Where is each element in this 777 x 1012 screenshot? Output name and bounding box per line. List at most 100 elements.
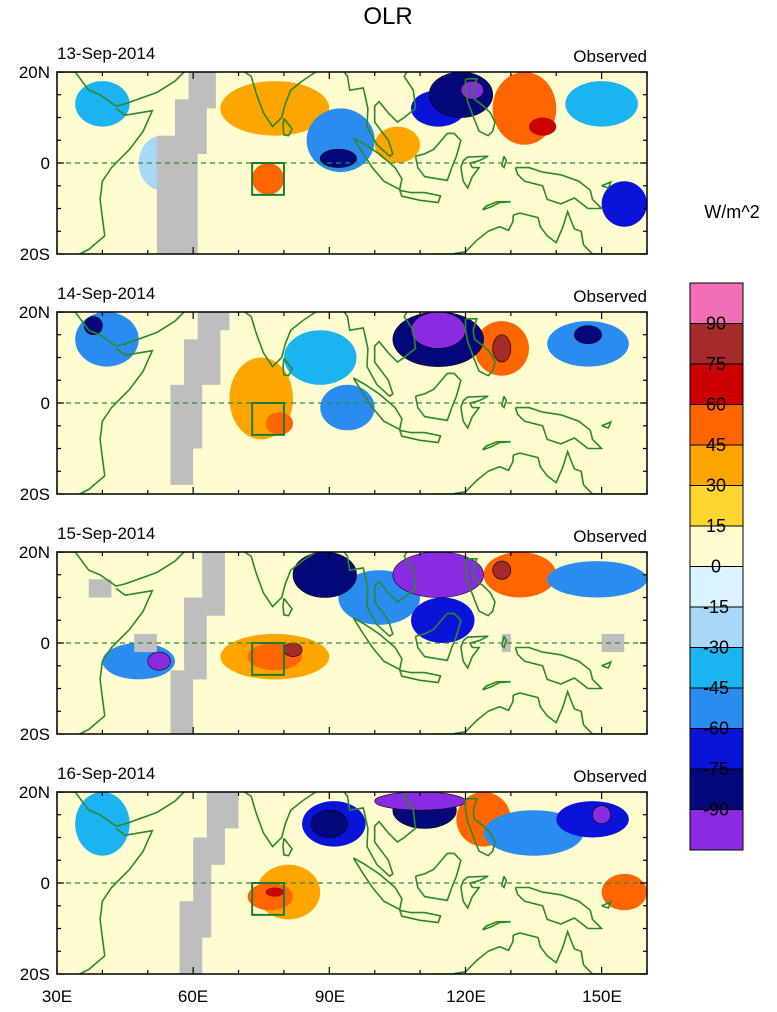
panel-3-coastline-17 bbox=[482, 680, 511, 691]
panel-1-coastline-11 bbox=[464, 78, 496, 137]
xtick-30e: 30E bbox=[42, 987, 72, 1006]
panel-4-ytick-20s: 20S bbox=[20, 965, 50, 984]
panel-1-anomaly-3 bbox=[220, 81, 330, 136]
panel-2-coastline-7 bbox=[352, 377, 403, 431]
panel-2-ytick-0: 0 bbox=[41, 394, 50, 413]
panel-3-coastline-18 bbox=[500, 635, 508, 649]
panel-1-coastline-6 bbox=[343, 72, 417, 158]
colorbar-cell-14 bbox=[689, 809, 744, 851]
panel-1-coastline-12 bbox=[514, 166, 604, 210]
panel-2-coastline-15 bbox=[433, 455, 514, 494]
xtick-90e: 90E bbox=[315, 987, 345, 1006]
panel-2-ytick-20s: 20S bbox=[20, 485, 50, 504]
colorbar-label-7: 0 bbox=[711, 557, 721, 577]
panel-3-ytick-20s: 20S bbox=[20, 725, 50, 744]
colorbar-label-10: -45 bbox=[703, 678, 729, 698]
colorbar-label-3: 60 bbox=[706, 395, 726, 415]
panel-3-ytick-20n: 20N bbox=[19, 543, 50, 562]
xtick-60e: 60E bbox=[178, 987, 208, 1006]
panel-3-coastline-15 bbox=[433, 695, 514, 734]
xtick-150e: 150E bbox=[582, 987, 622, 1006]
panel-4-coastline-18 bbox=[500, 875, 508, 889]
panel-1-coastline-9 bbox=[414, 132, 462, 182]
panel-4-anomaly-3 bbox=[247, 883, 293, 911]
panel-3-missing-1 bbox=[88, 579, 112, 598]
panel-2-anomaly-5 bbox=[320, 384, 375, 431]
panel-3-coastline-3 bbox=[115, 552, 185, 587]
colorbar-label-11: -60 bbox=[703, 719, 729, 739]
panel-2-coastline-10 bbox=[460, 395, 489, 430]
colorbar-cell-2 bbox=[689, 323, 744, 365]
panel-1-ticks bbox=[56, 71, 648, 255]
colorbar-cell-13 bbox=[689, 768, 744, 810]
panel-2-missing-4 bbox=[215, 312, 230, 331]
panel-3-missing-7 bbox=[601, 633, 625, 653]
panel-2-anomaly-10 bbox=[492, 334, 512, 363]
panel-3-anomaly-11 bbox=[147, 651, 171, 671]
panel-3-missing-3 bbox=[170, 670, 194, 734]
panel-3-coastline-4 bbox=[220, 552, 317, 608]
colorbar-cell-6 bbox=[689, 485, 744, 527]
colorbar-label-1: 90 bbox=[706, 314, 726, 334]
colorbar-label-2: 75 bbox=[706, 354, 726, 374]
panel-4-label: Observed bbox=[573, 767, 647, 786]
panel-3-coastline-7 bbox=[352, 617, 403, 671]
panel-3-anomaly-9 bbox=[292, 552, 357, 598]
panel-3-region-box bbox=[251, 642, 285, 676]
panel-3-coastline-12 bbox=[514, 646, 604, 690]
colorbar-label-9: -30 bbox=[703, 638, 729, 658]
colorbar-label-5: 30 bbox=[706, 476, 726, 496]
panel-4-coastline-8 bbox=[398, 909, 442, 924]
panel-1-anomaly-14 bbox=[460, 80, 484, 100]
panel-2-anomaly-12 bbox=[410, 312, 466, 349]
panel-2-ytick-20n: 20N bbox=[19, 303, 50, 322]
panel-1-anomaly-5 bbox=[565, 81, 638, 127]
panel-1-ytick-0: 0 bbox=[41, 154, 50, 173]
panel-3-coastline-11 bbox=[464, 558, 496, 617]
panel-4-coastline-4 bbox=[220, 792, 317, 848]
panel-4-anomaly-10 bbox=[310, 809, 348, 838]
panel-1-ytick-20n: 20N bbox=[19, 63, 50, 82]
panel-1-anomaly-10 bbox=[529, 117, 557, 136]
panel-4-coastline-10 bbox=[460, 875, 489, 910]
colorbar: W/m^2 90 75 60 45 30 15 0 -15 -30 -45 -60 -75 -90 bbox=[689, 202, 760, 851]
panel-1-missing-data bbox=[156, 72, 216, 254]
panel-1-coastline-7 bbox=[352, 137, 403, 191]
panel-3-anomaly-6 bbox=[547, 561, 647, 598]
colorbar-label-8: -15 bbox=[703, 597, 729, 617]
panel-1-missing-1 bbox=[156, 135, 180, 254]
panel-1-coastline-5 bbox=[282, 117, 294, 137]
colorbar-cell-1 bbox=[689, 282, 744, 324]
colorbar-cell-11 bbox=[689, 687, 744, 729]
panel-4-anomaly-7 bbox=[265, 887, 284, 897]
panel-3: 15-Sep-2014 Observed 20N 0 20S bbox=[19, 524, 648, 744]
panel-4-missing-4 bbox=[220, 792, 239, 829]
panel-2-coastline-4 bbox=[220, 312, 317, 368]
panel-1-coastline-18 bbox=[500, 155, 508, 170]
panel-2-coastline-5 bbox=[282, 357, 294, 377]
panel-3-coastline-8 bbox=[398, 669, 442, 684]
panel-3-label: Observed bbox=[573, 527, 647, 546]
panel-3-coastline-9 bbox=[414, 612, 462, 662]
panel-3-missing-5 bbox=[202, 552, 225, 616]
panel-2-coastline-12 bbox=[514, 406, 604, 450]
panel-2-missing-3 bbox=[197, 312, 221, 385]
panel-1-anomaly-13 bbox=[428, 72, 493, 118]
panel-3-coastline-16 bbox=[468, 529, 473, 543]
panel-2-coastline-8 bbox=[398, 429, 442, 444]
panel-3-missing-4 bbox=[184, 597, 207, 680]
panel-1-ytick-20s: 20S bbox=[20, 245, 50, 264]
colorbar-cell-7 bbox=[689, 525, 744, 567]
colorbar-unit: W/m^2 bbox=[704, 202, 759, 222]
panel-1-coastline-4 bbox=[220, 72, 317, 128]
panel-4-region-box bbox=[251, 882, 285, 916]
colorbar-cell-12 bbox=[689, 728, 744, 770]
panel-1-coastlines bbox=[57, 72, 647, 254]
panel-2-coastline-1 bbox=[79, 347, 154, 494]
chart-title: OLR bbox=[363, 3, 412, 30]
panel-2-coastline-17 bbox=[482, 440, 511, 451]
colorbar-label-12: -75 bbox=[703, 759, 729, 779]
panel-1-coastline-1 bbox=[79, 107, 154, 254]
panel-3-contour-field bbox=[102, 552, 647, 680]
